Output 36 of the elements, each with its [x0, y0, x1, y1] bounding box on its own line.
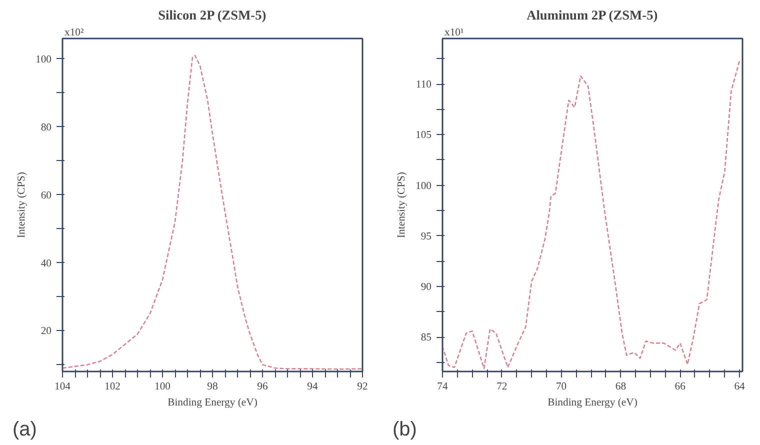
x-tick-label: 102 [104, 382, 120, 392]
x-tick-label: 104 [54, 382, 72, 392]
annotation: x10² [64, 28, 84, 38]
y-tick-label: 85 [420, 332, 432, 344]
x-tick-label: 100 [154, 382, 170, 392]
y-tick-label: 105 [416, 130, 432, 142]
x-axis-title: Binding Energy (eV) [548, 398, 638, 408]
x-tick-label: 64 [734, 382, 746, 392]
x-tick-label: 98 [207, 382, 218, 392]
text: (a) [12, 418, 37, 440]
y-tick-label: 80 [40, 122, 52, 134]
chart-title: Silicon 2P (ZSM-5) [158, 8, 266, 22]
x-tick-label: 66 [674, 382, 686, 392]
chart-title: Aluminum 2P (ZSM-5) [526, 8, 658, 22]
x-tick-label: 72 [496, 382, 508, 392]
x-axis-title: Binding Energy (eV) [168, 398, 258, 408]
y-tick-label: 20 [40, 326, 52, 338]
y-tick-label: 95 [420, 231, 432, 242]
y-tick-label: 100 [36, 54, 52, 66]
x-tick-label: 70 [556, 382, 567, 392]
text: x10¹ [444, 28, 464, 38]
y-tick-label: 110 [416, 80, 432, 91]
text: (b) [392, 418, 417, 440]
x-tick-label: 92 [357, 382, 368, 392]
y-tick-label: 100 [416, 180, 432, 192]
y-tick-label: 60 [40, 190, 52, 202]
x-tick-label: 68 [615, 382, 626, 392]
y-axis-title: Intensity (CPS) [396, 172, 408, 238]
y-axis-title: Intensity (CPS) [16, 172, 28, 238]
y-tick-label: 90 [420, 282, 432, 293]
x-tick-label: 96 [257, 382, 268, 392]
x-tick-label: 74 [437, 382, 448, 392]
line-series [442, 60, 740, 370]
x-tick-label: 94 [307, 382, 318, 392]
y-tick-label: 40 [40, 258, 52, 270]
line-series [62, 54, 362, 370]
